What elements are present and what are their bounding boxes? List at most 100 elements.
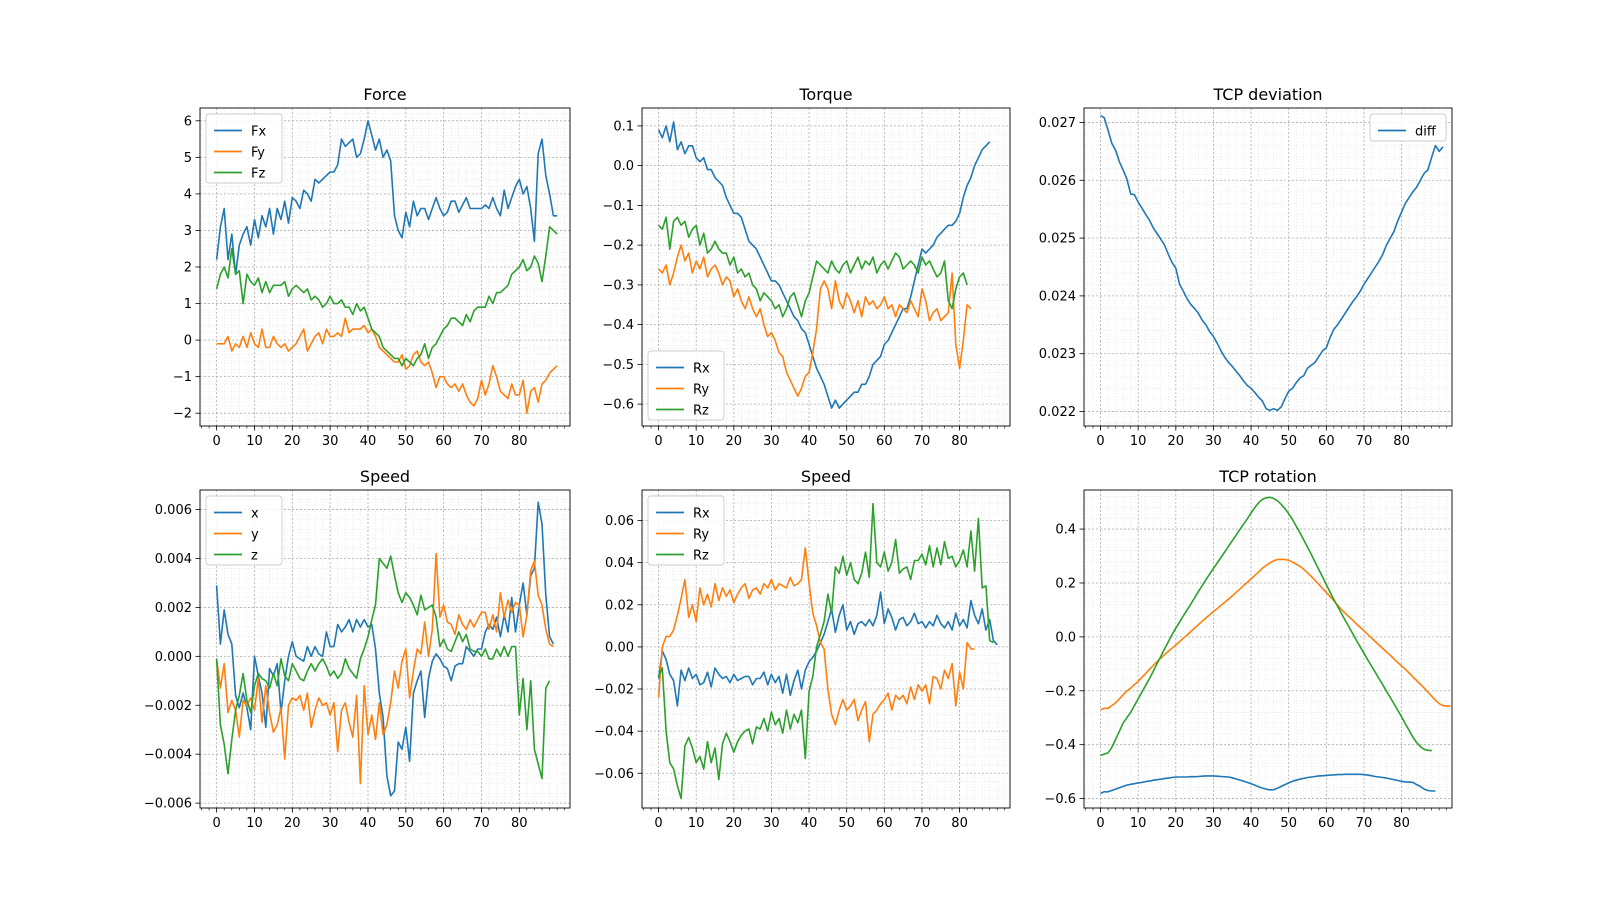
series-line-Rx (657, 121, 991, 409)
series-line-Rz (657, 502, 994, 800)
y-tick-label: −0.4 (1044, 738, 1076, 753)
x-tick-label: 40 (1243, 816, 1260, 831)
axes-frame (1083, 489, 1453, 809)
x-tick-label: 80 (951, 434, 968, 449)
legend-label: z (251, 549, 258, 564)
legend-label: diff (1415, 125, 1437, 140)
y-tick-label: 0.2 (1055, 576, 1076, 591)
x-tick-label: 0 (213, 816, 221, 831)
x-tick-label: 20 (1168, 434, 1185, 449)
subplot-1: 0 10 20 30 40 50 60 70 80 −2 −1 0 1 2 3 4 5 6 Force Fx Fy Fz (173, 85, 571, 449)
axes-frame (1083, 107, 1453, 427)
y-tick-label: 0.004 (155, 552, 192, 567)
x-tick-label: 50 (838, 434, 855, 449)
x-tick-label: 60 (876, 816, 893, 831)
y-tick-label: 5 (184, 151, 192, 166)
series-line-Fy (216, 317, 558, 415)
x-tick-label: 40 (360, 434, 377, 449)
legend-label: Ry (693, 383, 709, 398)
x-tick-label: 70 (914, 434, 931, 449)
x-tick-label: 70 (914, 816, 931, 831)
x-tick-label: 40 (1243, 434, 1260, 449)
x-tick-label: 80 (1393, 434, 1410, 449)
legend-label: Ry (693, 528, 709, 543)
x-tick-label: 50 (1280, 434, 1297, 449)
y-tick-label: −0.4 (602, 318, 634, 333)
legend: diff (1369, 113, 1447, 142)
x-tick-label: 0 (213, 434, 221, 449)
legend: Rx Ry Rz (647, 350, 725, 421)
series-line-diff (1100, 114, 1444, 412)
y-tick-label: −0.2 (602, 239, 634, 254)
subplot-title: Speed (801, 467, 851, 486)
x-tick-label: 60 (876, 434, 893, 449)
series-line-Fz (215, 226, 558, 367)
y-tick-label: −0.3 (602, 278, 634, 293)
x-tick-label: 20 (726, 816, 743, 831)
x-tick-label: 40 (801, 434, 818, 449)
y-tick-label: −0.06 (594, 767, 634, 782)
x-tick-label: 10 (246, 816, 263, 831)
x-tick-label: 60 (435, 434, 452, 449)
legend: Rx Ry Rz (647, 495, 725, 566)
legend-label: Rx (693, 362, 710, 377)
x-tick-label: 50 (838, 816, 855, 831)
series-line-z (215, 555, 551, 780)
x-tick-label: 20 (284, 816, 301, 831)
y-tick-label: 0.027 (1039, 116, 1076, 131)
legend-label: y (251, 528, 259, 543)
x-tick-label: 30 (322, 434, 339, 449)
x-tick-label: 80 (511, 434, 528, 449)
y-tick-label: 4 (184, 187, 192, 202)
y-tick-label: 0.000 (155, 650, 192, 665)
x-tick-label: 50 (1280, 816, 1297, 831)
subplot-2: 0 10 20 30 40 50 60 70 80 −0.6 −0.5 −0.4 −0.3 −0.2 −0.… (602, 85, 1011, 449)
y-tick-label: 0 (184, 334, 192, 349)
y-tick-label: 3 (184, 224, 192, 239)
y-tick-label: 0.002 (155, 601, 192, 616)
x-tick-label: 10 (688, 434, 705, 449)
y-tick-label: 0.06 (605, 514, 634, 529)
legend-label: Rx (693, 507, 710, 522)
x-tick-label: 20 (726, 434, 743, 449)
y-tick-label: 6 (184, 114, 192, 129)
subplot-title: Torque (798, 85, 852, 104)
subplot-3: 0 10 20 30 40 50 60 70 80 0.022 0.023 0.024 0.025 0.0… (1039, 85, 1453, 449)
legend-label: Fy (251, 146, 265, 161)
series-line-Ry (658, 244, 972, 398)
x-tick-label: 80 (511, 816, 528, 831)
y-tick-label: −0.04 (594, 725, 634, 740)
x-tick-label: 10 (1130, 434, 1147, 449)
x-tick-label: 50 (398, 816, 415, 831)
y-tick-label: 0.026 (1039, 174, 1076, 189)
x-tick-label: 0 (1096, 816, 1104, 831)
y-tick-label: −0.2 (1044, 684, 1076, 699)
x-tick-label: 30 (763, 816, 780, 831)
legend: Fx Fy Fz (205, 113, 283, 184)
x-tick-label: 70 (1356, 434, 1373, 449)
series-line-y (215, 552, 554, 785)
x-tick-label: 30 (322, 816, 339, 831)
y-tick-label: 0.022 (1039, 405, 1076, 420)
y-tick-label: 0.025 (1039, 232, 1076, 247)
x-tick-label: 0 (654, 816, 662, 831)
legend-box (1369, 113, 1447, 142)
y-tick-label: −0.6 (602, 398, 634, 413)
y-tick-label: 2 (184, 261, 192, 276)
subplot-4: 0 10 20 30 40 50 60 70 80 −0.006 −0.004 −0.002 0.000… (144, 467, 571, 831)
legend-label: Rz (693, 404, 709, 419)
series-line-Fx (215, 120, 558, 276)
x-tick-label: 40 (360, 816, 377, 831)
subplot-6: 0 10 20 30 40 50 60 70 80 −0.6 −0.4 −0.2 0.0 0.2 0.4 TC… (1044, 467, 1453, 831)
x-tick-label: 50 (398, 434, 415, 449)
axes-frame (641, 107, 1011, 427)
x-tick-label: 30 (1205, 816, 1222, 831)
series-line-Ry (657, 547, 975, 743)
y-tick-label: 1 (184, 297, 192, 312)
axes-frame (641, 489, 1011, 809)
y-tick-label: −0.5 (602, 358, 634, 373)
x-tick-label: 10 (1130, 816, 1147, 831)
y-tick-label: 0.024 (1039, 289, 1076, 304)
series-line-line3 (1100, 496, 1432, 757)
